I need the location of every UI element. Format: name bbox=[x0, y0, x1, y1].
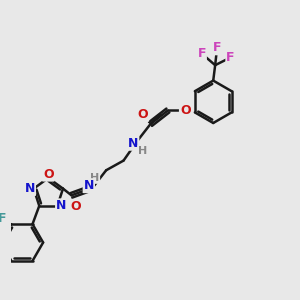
Text: O: O bbox=[180, 104, 190, 117]
Text: N: N bbox=[25, 182, 35, 195]
Text: O: O bbox=[137, 108, 148, 121]
Text: H: H bbox=[90, 173, 99, 183]
Text: N: N bbox=[128, 137, 138, 150]
Text: F: F bbox=[197, 47, 206, 60]
Text: O: O bbox=[43, 168, 54, 181]
Text: N: N bbox=[56, 200, 66, 212]
Text: F: F bbox=[226, 51, 235, 64]
Text: F: F bbox=[213, 41, 221, 54]
Text: H: H bbox=[138, 146, 147, 156]
Text: N: N bbox=[84, 179, 94, 192]
Text: F: F bbox=[0, 212, 6, 225]
Text: O: O bbox=[70, 200, 81, 213]
